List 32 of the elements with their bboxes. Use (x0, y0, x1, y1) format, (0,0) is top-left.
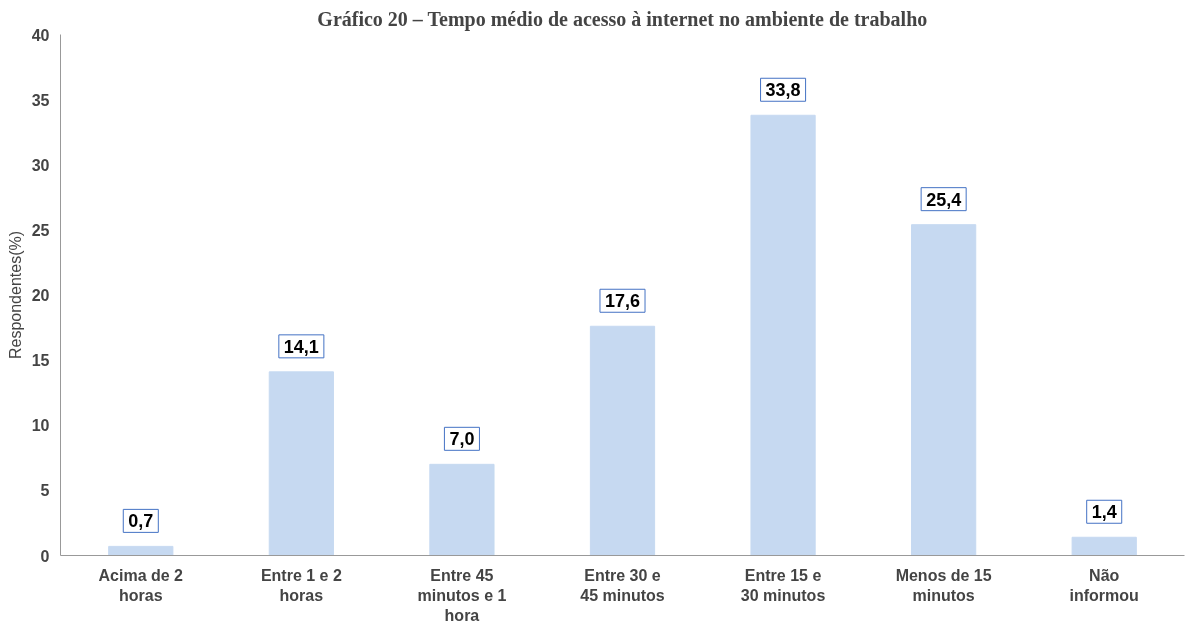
y-tick-label: 25 (31, 221, 50, 239)
y-tick-label: 15 (31, 352, 50, 370)
y-tick-label: 30 (31, 156, 50, 174)
data-label: 33,8 (765, 80, 801, 101)
data-label: 25,4 (926, 189, 962, 210)
bar (911, 224, 977, 556)
y-axis-title: Respondentes(%) (6, 230, 24, 360)
x-tick-label: Não informou (1069, 566, 1139, 604)
data-label: 7,0 (449, 429, 475, 450)
bar (429, 463, 495, 556)
y-tick-label: 10 (31, 417, 50, 435)
x-tick-label: Acima de 2 horas (98, 566, 184, 604)
y-tick-label: 40 (31, 26, 50, 44)
data-label: 17,6 (604, 291, 641, 312)
y-tick-label: 35 (31, 91, 50, 109)
data-label: 14,1 (283, 336, 319, 357)
bar (108, 545, 174, 556)
y-tick-label: 5 (40, 482, 50, 500)
data-label: 1,4 (1091, 502, 1117, 523)
bar (750, 114, 816, 556)
bar (1071, 536, 1137, 556)
bar (589, 325, 656, 556)
y-tick-label: 0 (40, 547, 50, 565)
x-tick-label: Menos de 15 minutos (895, 566, 992, 604)
x-tick-label: Entre 1 e 2 horas (260, 566, 342, 604)
x-tick-label: Entre 15 e 30 minutos (740, 566, 826, 604)
x-tick-label: Entre 30 e 45 minutos (580, 566, 665, 604)
data-label: 0,7 (128, 511, 154, 532)
y-tick-label: 20 (31, 287, 50, 304)
bar (268, 371, 334, 556)
chart-title: Gráfico 20 – Tempo médio de acesso à internet no ambiente de trabalho (317, 7, 928, 31)
x-tick-label: Entre 45 minutos e 1 hora (417, 566, 507, 625)
